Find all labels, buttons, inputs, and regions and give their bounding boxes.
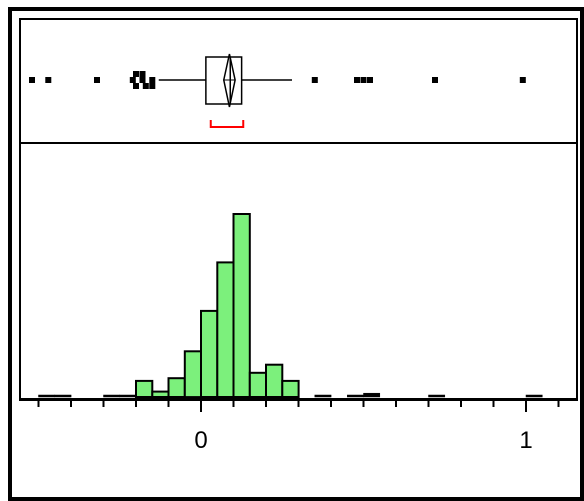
outlier-point-5 [133,83,139,89]
outlier-point-9 [149,77,156,83]
outlier-point-3 [129,77,136,83]
outlier-point-1 [45,77,52,83]
outlier-point-8 [142,83,149,89]
outlier-box-plot [29,53,526,128]
outlier-point-11 [311,77,318,83]
outlier-point-10 [149,83,156,89]
histogram-bar-0 [38,394,56,398]
histogram-bar-1 [54,394,72,398]
outlier-point-15 [432,77,438,83]
outlier-point-7 [139,71,146,77]
outlier-point-0 [29,77,35,83]
histogram-bar-10 [232,213,251,398]
histogram-bars [38,213,543,399]
histogram-bar-2 [103,394,121,398]
histogram-bar-5 [151,390,170,399]
histogram-bar-4 [135,379,154,398]
x-tick-label-0: 0 [194,427,207,454]
outlier-point-16 [519,77,526,83]
histogram-bar-16 [363,392,381,398]
outlier-point-13 [360,77,367,83]
outer-frame [8,7,584,501]
outlier-point-14 [367,77,373,83]
histogram-bar-14 [314,394,332,398]
histogram-bar-18 [525,394,543,398]
histogram-bar-13 [281,379,300,398]
x-tick-label-1: 1 [519,427,532,454]
histogram-bar-8 [200,309,219,398]
outlier-point-6 [139,77,146,83]
histogram-bar-7 [183,350,203,399]
histogram-bar-15 [347,394,364,398]
histogram-bar-9 [216,261,235,398]
outlier-point-12 [354,77,360,83]
histogram-bar-17 [428,394,446,398]
outlier-point-4 [133,71,139,77]
histogram-bar-3 [119,394,137,398]
outlier-point-2 [94,77,100,83]
histogram-bar-12 [265,363,284,399]
histogram-bar-11 [248,371,268,398]
histogram-bar-6 [167,377,186,399]
